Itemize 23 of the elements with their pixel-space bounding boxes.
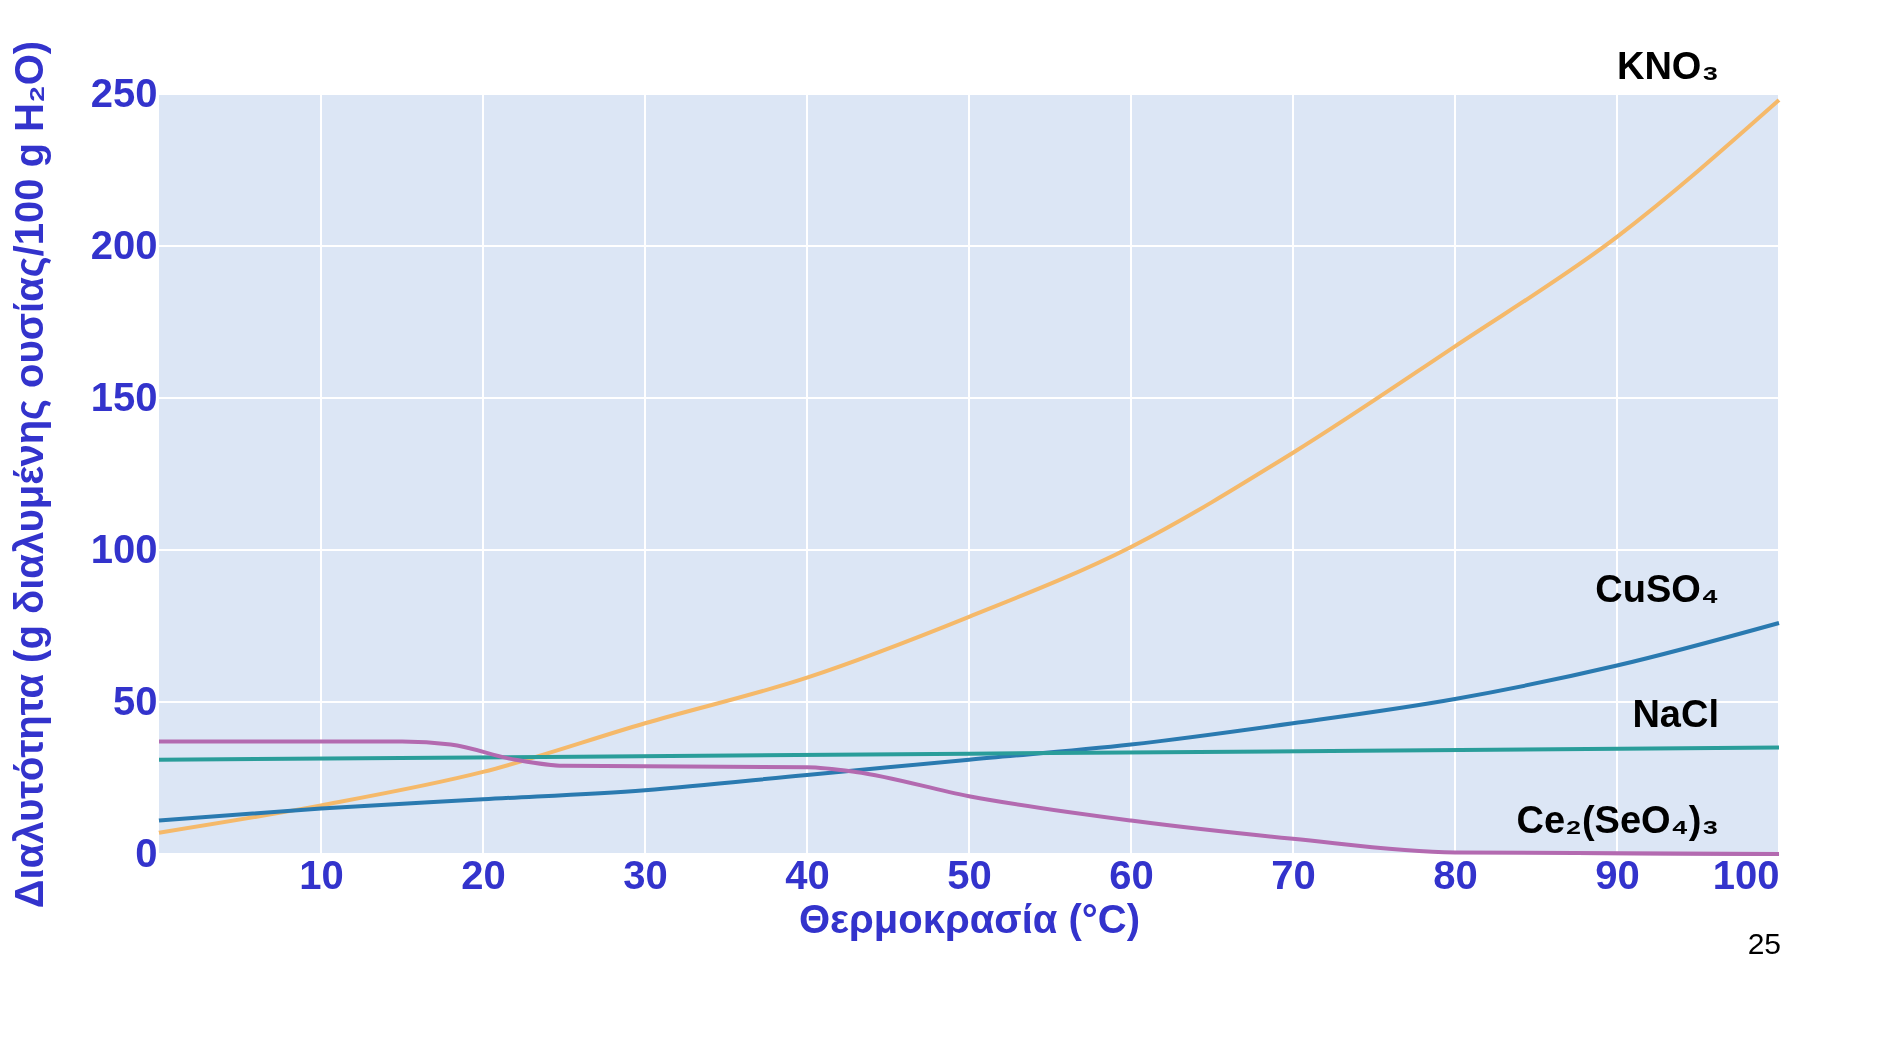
y-tick-label: 250 [90,70,158,115]
y-tick-label: 150 [90,374,158,419]
y-tick-label: 0 [135,830,158,875]
series-label: NaCl [1632,692,1719,735]
x-tick-label: 30 [623,852,668,897]
x-tick-label: 90 [1595,852,1640,897]
series-label: KNO₃ [1616,45,1719,88]
series-label: CuSO₄ [1595,567,1719,610]
y-tick-label: 50 [113,678,158,723]
x-tick-label: 40 [785,852,830,897]
x-axis-title: Θερμοκρασία (°C) [798,896,1141,941]
x-tick-label: 100 [1712,852,1780,897]
x-tick-label: 80 [1433,852,1478,897]
x-tick-label: 60 [1109,852,1154,897]
text: 25 [1747,927,1781,960]
x-tick-label: 50 [947,852,992,897]
x-tick-label: 70 [1271,852,1316,897]
x-tick-label: 10 [299,852,344,897]
y-axis-title: Διαλυτότητα (g διαλυμένης ουσίας/100 g H₂O) [6,40,52,909]
series-label: Ce₂(SeO₄)₃ [1516,799,1719,841]
y-tick-label: 100 [90,526,158,571]
x-tick-label: 20 [461,852,506,897]
y-tick-label: 200 [90,222,158,267]
